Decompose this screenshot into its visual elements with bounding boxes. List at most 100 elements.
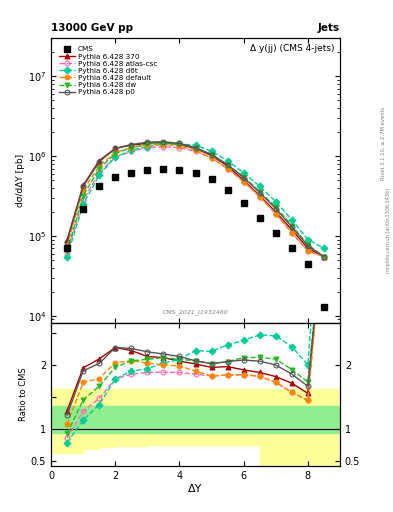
CMS (113, 174, 118, 180)
Pythia 6.428 370 (81, 182, 86, 188)
Pythia 6.428 p0 (129, 141, 134, 147)
Pythia 6.428 atlas-csc (129, 148, 134, 155)
Pythia 6.428 default (145, 142, 150, 148)
Pythia 6.428 370 (161, 140, 166, 146)
Pythia 6.428 p0 (305, 243, 310, 249)
Pythia 6.428 default (177, 143, 182, 149)
Pythia 6.428 atlas-csc (193, 148, 198, 155)
CMS (81, 205, 86, 211)
Pythia 6.428 dw (321, 253, 326, 260)
Pythia 6.428 370 (177, 141, 182, 147)
Pythia 6.428 atlas-csc (274, 210, 278, 217)
Y-axis label: Ratio to CMS: Ratio to CMS (19, 368, 28, 421)
Pythia 6.428 d6t (177, 141, 182, 147)
Pythia 6.428 atlas-csc (257, 194, 262, 200)
Pythia 6.428 p0 (257, 189, 262, 196)
Text: 13000 GeV pp: 13000 GeV pp (51, 23, 133, 33)
Pythia 6.428 p0 (161, 139, 166, 145)
Pythia 6.428 atlas-csc (161, 143, 166, 150)
CMS (129, 169, 134, 176)
Pythia 6.428 default (209, 155, 214, 161)
Pythia 6.428 d6t (241, 169, 246, 176)
CMS (257, 215, 262, 221)
Pythia 6.428 p0 (113, 145, 118, 152)
Pythia 6.428 dw (305, 242, 310, 248)
CMS (161, 165, 166, 172)
Pythia 6.428 d6t (305, 237, 310, 243)
Pythia 6.428 dw (113, 151, 118, 157)
Pythia 6.428 d6t (193, 142, 198, 148)
Pythia 6.428 atlas-csc (241, 179, 246, 185)
Pythia 6.428 dw (241, 174, 246, 180)
Text: mcplots.cern.ch [arXiv:1306.3436]: mcplots.cern.ch [arXiv:1306.3436] (386, 188, 391, 273)
Pythia 6.428 370 (113, 145, 118, 152)
Pythia 6.428 d6t (145, 143, 150, 150)
Pythia 6.428 dw (97, 165, 101, 172)
CMS (225, 187, 230, 193)
CMS (289, 245, 294, 251)
Pythia 6.428 dw (145, 141, 150, 147)
Text: CMS_2021_I1932460: CMS_2021_I1932460 (163, 309, 228, 315)
Pythia 6.428 default (305, 248, 310, 254)
Y-axis label: dσ/dΔY [pb]: dσ/dΔY [pb] (16, 154, 25, 207)
Pythia 6.428 d6t (161, 141, 166, 147)
CMS (193, 169, 198, 176)
Pythia 6.428 d6t (289, 217, 294, 223)
Pythia 6.428 370 (97, 158, 101, 164)
Text: Jets: Jets (318, 23, 340, 33)
Pythia 6.428 default (113, 149, 118, 155)
Pythia 6.428 p0 (274, 205, 278, 211)
Pythia 6.428 dw (177, 141, 182, 147)
Line: Pythia 6.428 dw: Pythia 6.428 dw (65, 140, 326, 259)
Line: Pythia 6.428 d6t: Pythia 6.428 d6t (65, 142, 326, 259)
CMS (65, 245, 70, 251)
Pythia 6.428 370 (321, 253, 326, 260)
Pythia 6.428 p0 (81, 183, 86, 189)
Pythia 6.428 dw (65, 248, 70, 254)
Pythia 6.428 atlas-csc (177, 144, 182, 151)
Line: CMS: CMS (64, 165, 327, 310)
Pythia 6.428 370 (145, 140, 150, 146)
Pythia 6.428 default (274, 210, 278, 217)
CMS (321, 304, 326, 310)
Pythia 6.428 default (241, 179, 246, 185)
Pythia 6.428 atlas-csc (305, 248, 310, 254)
Pythia 6.428 default (193, 147, 198, 154)
Pythia 6.428 dw (289, 223, 294, 229)
Pythia 6.428 d6t (321, 245, 326, 251)
Pythia 6.428 dw (161, 140, 166, 146)
Pythia 6.428 370 (225, 163, 230, 169)
Pythia 6.428 370 (289, 226, 294, 232)
Pythia 6.428 d6t (65, 253, 70, 260)
Pythia 6.428 dw (225, 162, 230, 168)
Pythia 6.428 370 (241, 177, 246, 183)
Pythia 6.428 default (81, 187, 86, 193)
Pythia 6.428 default (321, 253, 326, 260)
Pythia 6.428 atlas-csc (321, 253, 326, 260)
Line: Pythia 6.428 370: Pythia 6.428 370 (65, 140, 326, 259)
Pythia 6.428 370 (193, 145, 198, 152)
Pythia 6.428 p0 (97, 159, 101, 165)
CMS (274, 229, 278, 236)
Legend: CMS, Pythia 6.428 370, Pythia 6.428 atlas-csc, Pythia 6.428 d6t, Pythia 6.428 de: CMS, Pythia 6.428 370, Pythia 6.428 atla… (58, 45, 159, 97)
X-axis label: ΔY: ΔY (188, 483, 203, 494)
Pythia 6.428 atlas-csc (65, 250, 70, 257)
Pythia 6.428 d6t (274, 199, 278, 205)
Pythia 6.428 atlas-csc (145, 144, 150, 151)
CMS (241, 200, 246, 206)
Pythia 6.428 p0 (145, 139, 150, 145)
Pythia 6.428 d6t (225, 158, 230, 164)
Pythia 6.428 atlas-csc (225, 165, 230, 172)
Line: Pythia 6.428 default: Pythia 6.428 default (65, 142, 326, 259)
Pythia 6.428 d6t (257, 183, 262, 189)
Pythia 6.428 370 (209, 153, 214, 159)
Text: Rivet 3.1.10, ≥ 2.7M events: Rivet 3.1.10, ≥ 2.7M events (381, 106, 386, 180)
Pythia 6.428 default (97, 163, 101, 169)
Pythia 6.428 370 (305, 245, 310, 251)
Pythia 6.428 default (225, 165, 230, 172)
Pythia 6.428 d6t (209, 148, 214, 155)
Pythia 6.428 d6t (81, 201, 86, 207)
Pythia 6.428 dw (257, 188, 262, 195)
Pythia 6.428 atlas-csc (209, 155, 214, 161)
Pythia 6.428 dw (81, 193, 86, 199)
